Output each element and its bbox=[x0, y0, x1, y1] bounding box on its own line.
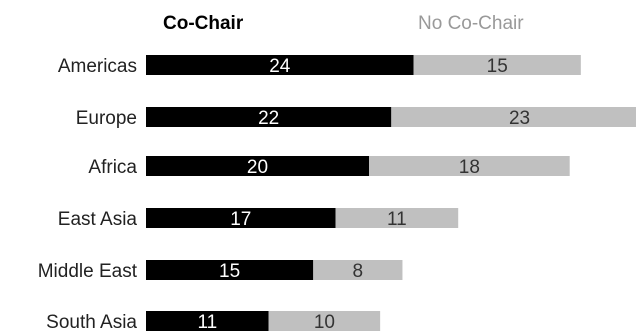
category-label-africa: Africa bbox=[88, 157, 137, 178]
legend-item-no-co-chair: No Co-Chair bbox=[418, 13, 524, 34]
category-label-middle-east: Middle East bbox=[38, 261, 138, 282]
data-label-africa-co-chair: 20 bbox=[247, 157, 268, 178]
data-label-middle-east-no-co-chair: 8 bbox=[353, 261, 364, 282]
bar-east-asia-no-co-chair bbox=[335, 208, 459, 228]
data-label-east-asia-no-co-chair: 11 bbox=[387, 209, 407, 230]
bar-middle-east-co-chair bbox=[146, 260, 314, 280]
bar-south-asia-co-chair bbox=[146, 311, 269, 331]
data-label-europe-co-chair: 22 bbox=[258, 108, 279, 129]
bar-africa-co-chair bbox=[146, 156, 369, 176]
data-label-americas-no-co-chair: 15 bbox=[487, 56, 508, 77]
bar-europe-co-chair bbox=[146, 107, 392, 127]
data-label-east-asia-co-chair: 17 bbox=[230, 209, 251, 230]
chart-legend: Co-Chair No Co-Chair bbox=[163, 13, 524, 34]
legend-item-co-chair: Co-Chair bbox=[163, 13, 244, 34]
bar-middle-east-no-co-chair bbox=[313, 260, 403, 280]
category-label-south-asia: South Asia bbox=[46, 312, 137, 332]
data-label-south-asia-no-co-chair: 10 bbox=[314, 312, 335, 332]
bar-americas-no-co-chair bbox=[413, 55, 581, 75]
data-label-europe-no-co-chair: 23 bbox=[509, 108, 530, 129]
category-label-americas: Americas bbox=[58, 56, 137, 77]
data-label-south-asia-co-chair: 11 bbox=[197, 312, 217, 332]
value-labels: 24 15 22 23 20 18 17 11 15 8 11 10 bbox=[197, 56, 530, 332]
bar-east-asia-co-chair bbox=[146, 208, 336, 228]
category-labels: Americas Europe Africa East Asia Middle East… bbox=[38, 56, 138, 332]
data-label-middle-east-co-chair: 15 bbox=[219, 261, 240, 282]
category-label-europe: Europe bbox=[76, 108, 137, 129]
data-label-africa-no-co-chair: 18 bbox=[459, 157, 480, 178]
bar-americas-co-chair bbox=[146, 55, 414, 75]
bar-south-asia-no-co-chair bbox=[268, 311, 381, 331]
category-label-east-asia: East Asia bbox=[58, 209, 138, 230]
bar-series bbox=[146, 55, 636, 331]
bar-europe-no-co-chair bbox=[391, 107, 636, 127]
bar-africa-no-co-chair bbox=[369, 156, 570, 176]
data-label-americas-co-chair: 24 bbox=[269, 56, 291, 77]
